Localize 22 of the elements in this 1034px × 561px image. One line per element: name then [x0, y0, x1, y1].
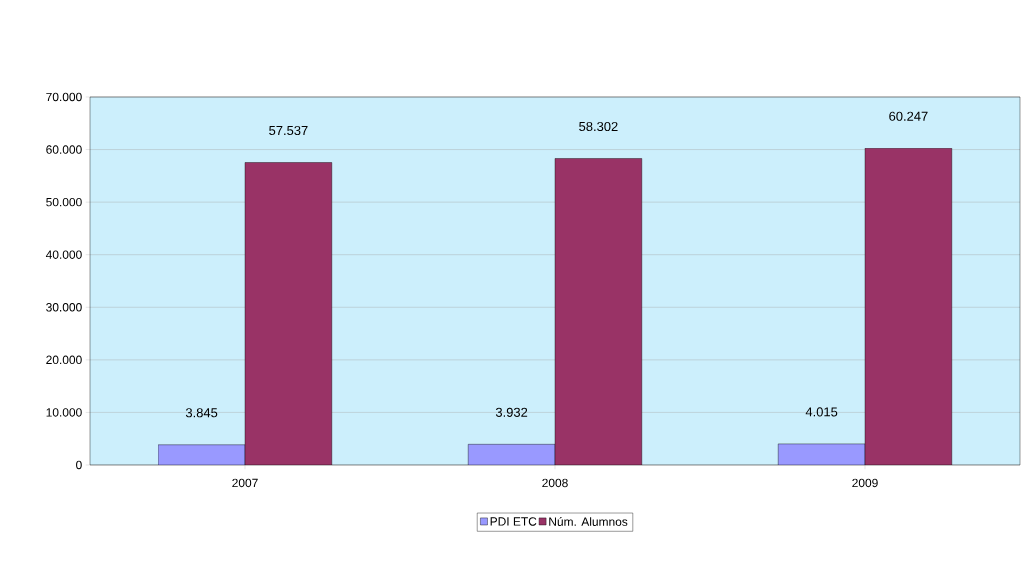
y-tick-label: 30.000 — [46, 303, 82, 312]
x-tick-label: 2008 — [542, 478, 568, 488]
y-tick-label: 60.000 — [46, 145, 82, 154]
data-label: 60.247 — [889, 111, 928, 121]
bar — [244, 162, 333, 465]
y-tick-label: 20.000 — [46, 355, 82, 365]
data-label: 3.932 — [495, 407, 528, 417]
y-tick-label: 70.000 — [46, 92, 82, 102]
legend-label: Núm. Alumnos — [549, 517, 628, 526]
x-tick-label: 2007 — [232, 478, 258, 488]
data-label: 4.015 — [805, 407, 838, 417]
y-tick-label: 50.000 — [46, 197, 82, 207]
bar — [864, 148, 953, 465]
y-tick-label: 10.000 — [46, 408, 82, 417]
y-tick-label: 0 — [76, 460, 82, 470]
data-label: 57.537 — [269, 125, 308, 136]
data-label: 58.302 — [579, 121, 618, 132]
legend-label: PDI ETC — [490, 517, 537, 526]
x-tick-label: 2009 — [852, 478, 878, 488]
bar — [554, 158, 643, 465]
y-tick-label: 40.000 — [45, 250, 82, 259]
data-label: 3.845 — [185, 408, 218, 418]
